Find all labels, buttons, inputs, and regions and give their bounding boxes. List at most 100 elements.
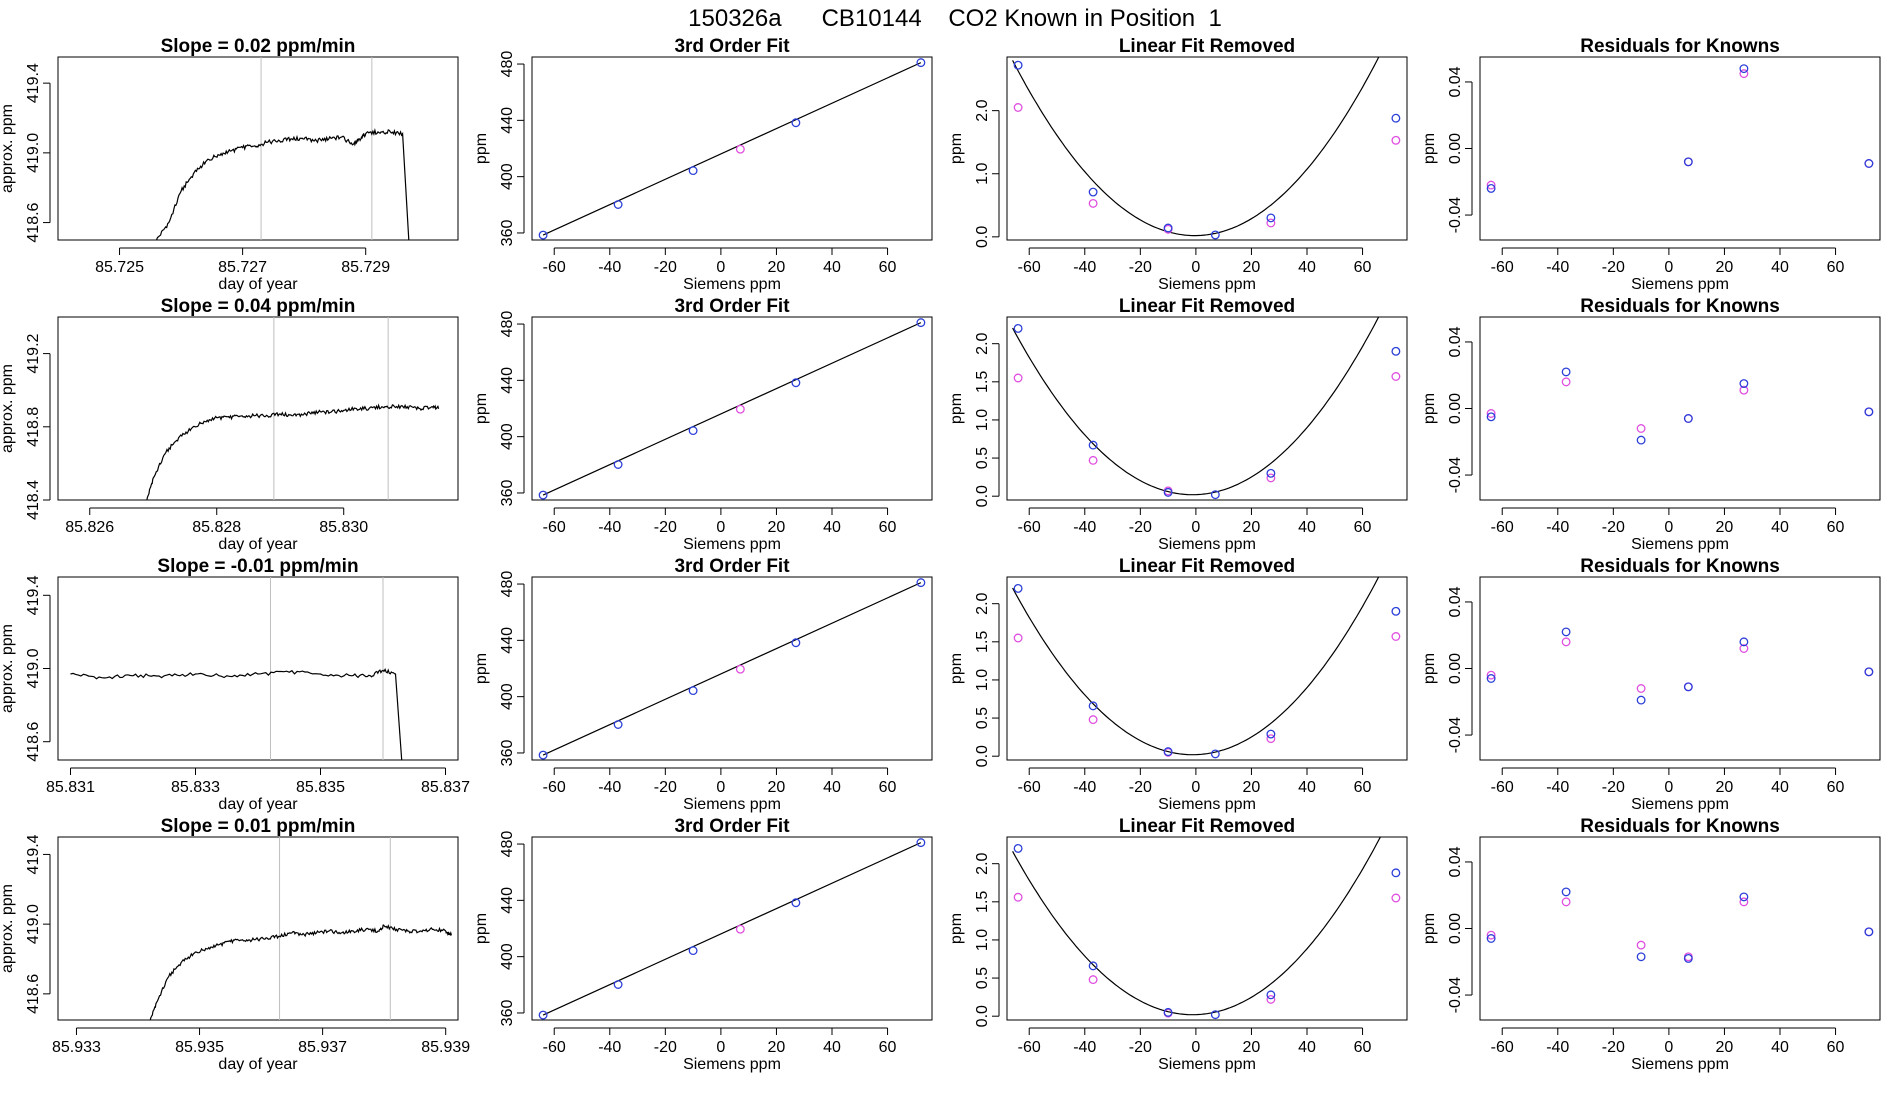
y-tick-label: 0.00 [1447, 913, 1464, 944]
x-tick-label: 40 [1298, 519, 1316, 536]
panel-title: 3rd Order Fit [674, 816, 790, 837]
x-tick-label: -60 [543, 259, 566, 276]
y-tick-label: 1.5 [974, 631, 991, 653]
data-point-blue [1391, 346, 1401, 356]
x-tick-label: 85.830 [319, 519, 368, 536]
x-axis-label: day of year [218, 1056, 298, 1073]
data-point-magenta [1391, 893, 1401, 903]
data-point-blue [1210, 490, 1220, 500]
x-axis-label: Siemens ppm [1158, 276, 1256, 293]
y-tick-label: 480 [499, 831, 516, 858]
plot-area [70, 577, 403, 760]
x-tick-label: -40 [598, 779, 621, 796]
data-point-blue [1561, 367, 1571, 377]
plot-frame [1479, 316, 1881, 501]
x-tick-label: 40 [1298, 1039, 1316, 1056]
data-point-blue [1636, 695, 1646, 705]
y-tick-label: 400 [499, 423, 516, 450]
data-point-blue [1739, 892, 1749, 902]
x-tick-label: 60 [1354, 519, 1372, 536]
data-point-magenta [735, 404, 745, 414]
x-tick-label: 20 [1716, 779, 1734, 796]
data-point-magenta [1391, 632, 1401, 641]
data-point-blue [613, 200, 623, 209]
plot-frame [57, 316, 459, 501]
y-tick-label: 1.5 [974, 891, 991, 913]
plot-area [155, 57, 410, 240]
x-tick-label: -20 [654, 779, 677, 796]
plot-frame [531, 56, 933, 241]
fit-curve [1012, 57, 1380, 237]
data-point-magenta [1088, 198, 1098, 208]
x-tick-label: -40 [598, 1039, 621, 1056]
plot-frame [1479, 836, 1881, 1021]
plot-area [538, 578, 926, 760]
plot-frame [1479, 56, 1881, 241]
data-point-blue [538, 490, 548, 500]
data-point-blue [1088, 440, 1098, 450]
x-axis-label: Siemens ppm [683, 1056, 781, 1073]
x-tick-label: 20 [1243, 1039, 1261, 1056]
x-tick-label: 40 [823, 779, 841, 796]
data-point-blue [1210, 749, 1220, 759]
y-axis-label: ppm [948, 133, 965, 164]
plot-frame [57, 56, 459, 241]
x-axis-label: day of year [218, 796, 298, 813]
x-tick-label: -20 [1129, 1039, 1152, 1056]
y-tick-label: 0.00 [1447, 393, 1464, 424]
x-tick-label: -40 [1546, 779, 1569, 796]
panel-title: Residuals for Knowns [1580, 36, 1780, 57]
x-tick-label: 85.835 [296, 779, 345, 796]
panel-r1-c2: 3rd Order Fit -60 -40 -20 0 20 40 60 Siemens ppm… [473, 36, 933, 293]
y-tick-label: 418.4 [25, 480, 42, 520]
data-point-blue [613, 980, 623, 989]
x-tick-label: -60 [543, 519, 566, 536]
data-point-blue [1163, 1007, 1173, 1017]
panel-r1-c3: Linear Fit Removed -60 -40 -20 0 20 40 60 Siemen… [948, 36, 1408, 293]
y-axis-label: ppm [1421, 133, 1438, 164]
data-point-blue [1013, 583, 1023, 593]
data-point-magenta [1088, 715, 1098, 725]
x-tick-label: 0 [1664, 259, 1673, 276]
fit-curve [1012, 837, 1382, 1016]
x-axis-label: Siemens ppm [1631, 536, 1729, 553]
x-tick-label: 60 [1354, 259, 1372, 276]
y-axis-label: approx. ppm [0, 364, 16, 453]
data-point-magenta [735, 924, 745, 934]
data-point-blue [538, 230, 548, 240]
x-axis-label: day of year [218, 536, 298, 553]
data-point-blue [916, 578, 926, 588]
data-point-magenta [1739, 897, 1749, 907]
y-axis-label: ppm [948, 913, 965, 944]
x-tick-label: -60 [1018, 519, 1041, 536]
data-point-blue [1391, 868, 1401, 878]
data-point-magenta [1391, 135, 1401, 145]
data-point-magenta [1636, 940, 1646, 950]
x-tick-label: -60 [543, 779, 566, 796]
y-tick-label: 0.04 [1447, 66, 1464, 97]
y-axis-label: ppm [473, 653, 490, 684]
x-tick-label: -20 [654, 519, 677, 536]
plot-area [538, 838, 926, 1020]
y-tick-label: 2.0 [974, 99, 991, 121]
y-tick-label: 440 [499, 887, 516, 914]
data-point-magenta [1266, 473, 1276, 483]
figure-title: 150326a CB10144 CO2 Known in Position 1 [688, 5, 1222, 32]
panel-title: Linear Fit Removed [1119, 816, 1295, 837]
data-point-blue [1486, 674, 1496, 683]
plot-frame [531, 316, 933, 501]
data-point-blue [688, 426, 698, 436]
x-tick-label: -60 [1491, 779, 1514, 796]
data-point-blue [688, 686, 698, 696]
y-tick-label: 419.4 [25, 575, 42, 615]
x-tick-label: 85.837 [421, 779, 470, 796]
x-tick-label: -40 [1546, 519, 1569, 536]
y-axis-label: ppm [1421, 653, 1438, 684]
plot-frame [531, 576, 933, 761]
data-point-blue [1864, 927, 1874, 937]
x-axis-label: day of year [218, 276, 298, 293]
data-point-blue [916, 58, 926, 68]
x-tick-label: -40 [1073, 519, 1096, 536]
x-tick-label: 85.727 [218, 259, 267, 276]
y-tick-label: 419.0 [25, 133, 42, 173]
